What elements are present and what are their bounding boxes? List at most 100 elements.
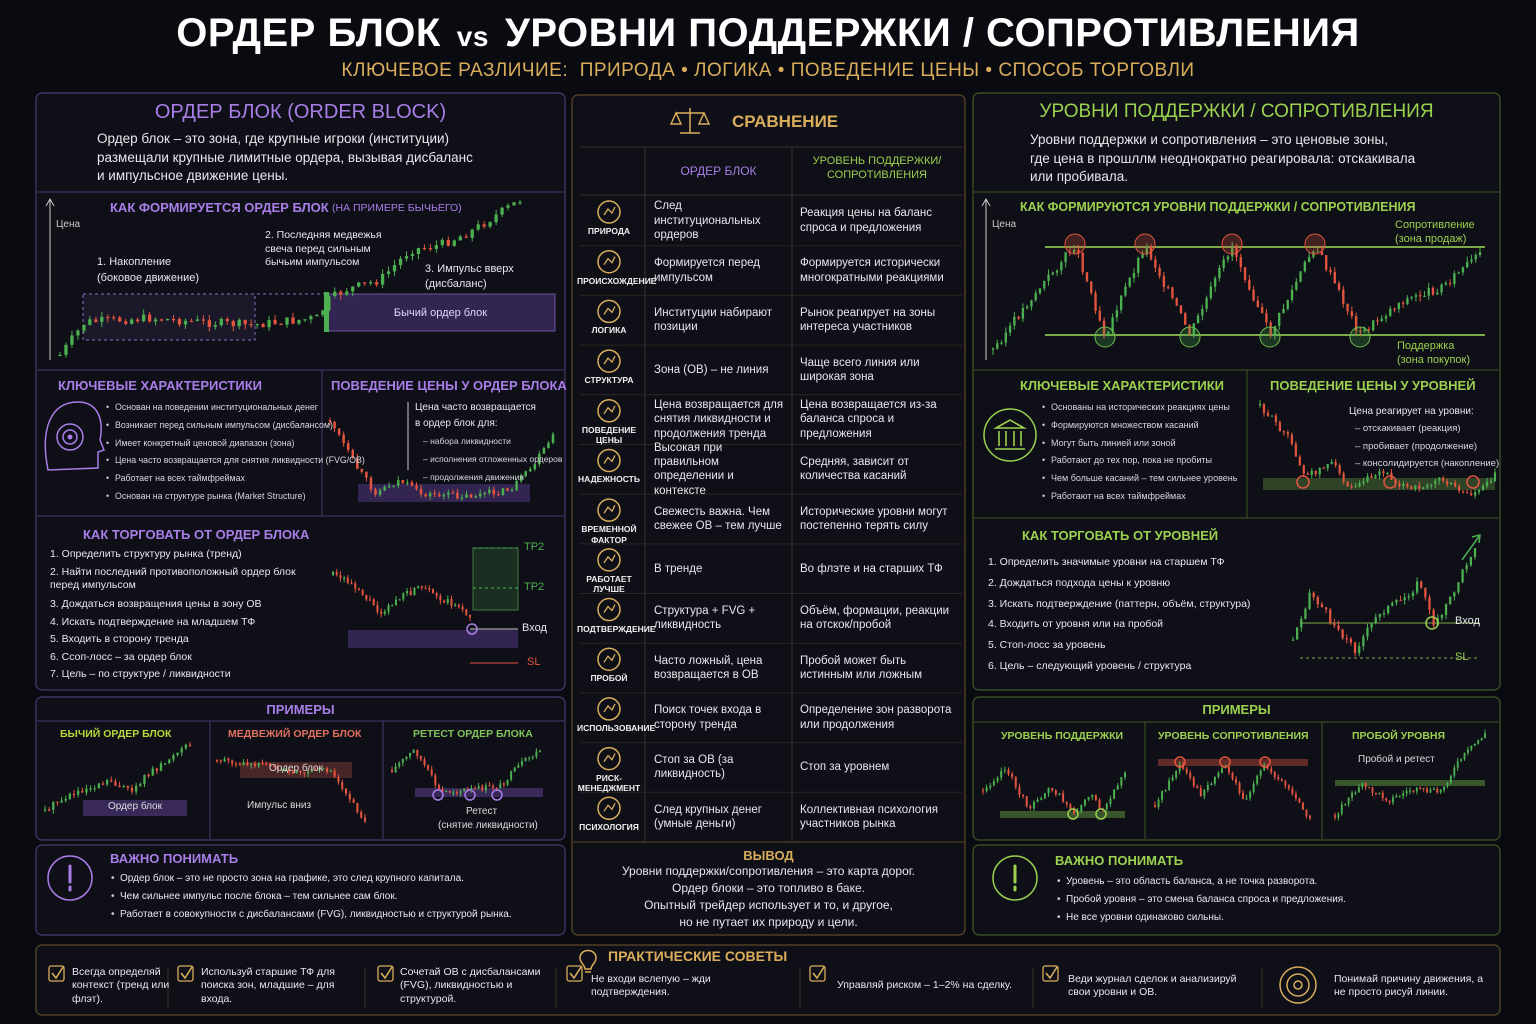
cell-level: Реакция цены на баланс спроса и предложе… <box>800 207 932 234</box>
candle-body <box>1026 306 1029 308</box>
section-title: ПРИМЕРЫ <box>266 702 335 717</box>
description-line: размещали крупные лимитные ордера, вызыв… <box>97 149 473 165</box>
candle-body <box>1386 605 1390 614</box>
candle-body <box>1460 759 1463 762</box>
candle-body <box>378 490 382 495</box>
candle-body <box>43 809 47 811</box>
candle-body <box>1376 320 1379 322</box>
section-note: (НА ПРИМЕРЕ БЫЧЬЕГО) <box>332 202 462 214</box>
candle-body <box>1098 310 1101 321</box>
chart-label: TP2 <box>524 541 545 553</box>
candle-body <box>151 768 154 776</box>
row-label: ПРОИСХОЖДЕНИЕ <box>577 275 657 286</box>
candle-body <box>488 489 491 493</box>
panel <box>972 92 1501 691</box>
candle-body <box>276 767 279 770</box>
candle-body <box>1485 481 1489 486</box>
touch-marker <box>1179 326 1201 348</box>
order-block-zone <box>83 800 187 816</box>
candle-body <box>1426 485 1429 488</box>
candle-body <box>1273 772 1276 778</box>
candle-body <box>452 240 456 246</box>
candle-body <box>272 766 275 768</box>
candle-body <box>1458 486 1461 491</box>
step: 4. Входить от уровня или на пробой <box>988 618 1164 631</box>
candle-body <box>1397 302 1401 309</box>
candle-body <box>164 763 167 765</box>
candle-body <box>1302 465 1305 474</box>
candle-body <box>1141 254 1144 258</box>
subtitle: КЛЮЧЕВОЕ РАЗЛИЧИЕ: ПРИРОДА • ЛОГИКА • ПО… <box>341 60 1195 81</box>
candle-body <box>1470 745 1473 750</box>
touch-marker <box>1259 756 1271 768</box>
candle-body <box>1164 789 1167 792</box>
candle-body <box>1252 289 1255 301</box>
candle-body <box>365 471 368 478</box>
candle-body <box>1258 404 1262 406</box>
candle-body <box>483 492 486 495</box>
candle-body <box>1409 790 1411 792</box>
candle-body <box>419 488 423 495</box>
candle-body <box>360 468 364 472</box>
candle-body <box>1349 638 1353 643</box>
candle-body <box>1337 283 1341 290</box>
row-icon-glyph <box>603 653 616 663</box>
row-icon-glyph <box>603 355 616 365</box>
candle-body <box>352 799 355 803</box>
candle-body <box>101 783 105 785</box>
bulb-icon <box>579 949 597 973</box>
candle-body <box>492 785 495 788</box>
example-title: УРОВЕНЬ ПОДДЕРЖКИ <box>1001 730 1124 742</box>
candle-body <box>1154 259 1157 268</box>
candle-body <box>1175 298 1178 306</box>
candle-body <box>374 489 377 495</box>
text-line: – пробивает (продолжение) <box>1355 440 1478 452</box>
candle-body <box>1350 486 1353 488</box>
candle-body <box>1415 581 1419 593</box>
candle-body <box>1116 785 1119 790</box>
cell-order-block: Высокая при правильном определении и кон… <box>654 441 734 497</box>
cell-level: Стоп за уровнем <box>800 761 890 774</box>
candle-body <box>318 768 321 770</box>
candle-body <box>422 248 427 250</box>
candle-body <box>1270 415 1274 417</box>
candle-body <box>1357 787 1360 793</box>
candle-body <box>1388 800 1391 803</box>
candle-body <box>1109 798 1112 804</box>
candle-body <box>1440 284 1443 293</box>
row-icon <box>597 498 621 522</box>
axis-arrow-head <box>981 197 991 207</box>
candle-body <box>1438 477 1441 481</box>
panel <box>972 696 1501 841</box>
cell-level: Рынок реагирует на зоны интереса участни… <box>800 306 936 334</box>
candle-body <box>171 318 176 321</box>
candle-body <box>238 764 241 766</box>
candle-body <box>1306 473 1309 476</box>
candle-body <box>184 744 187 749</box>
candle-body <box>82 324 86 331</box>
title-part: vs <box>456 21 489 52</box>
candle-body <box>520 761 523 766</box>
bullet-item: Пробой уровня – это смена баланса спроса… <box>1057 894 1346 907</box>
candle-body <box>1462 490 1465 493</box>
chart-label: бычьим импульсом <box>265 256 360 268</box>
candle-body <box>1058 793 1061 795</box>
candle-body <box>1480 737 1483 741</box>
conclusion-line: Ордер блоки – это топливо в баке. <box>672 881 865 895</box>
candle-body <box>56 801 59 804</box>
row-icon-glyph <box>603 703 616 713</box>
impulse-candle <box>324 292 329 332</box>
candle-body <box>333 770 336 777</box>
candle-body <box>64 799 67 801</box>
chart-label: (дисбаланс) <box>425 278 487 290</box>
candle-body <box>1120 777 1123 786</box>
step: 5. Входить в сторону тренда <box>50 633 189 645</box>
candle-body <box>420 586 423 588</box>
candle-body <box>981 790 985 792</box>
cell-level: Во флэте и на старших ТФ <box>800 562 943 575</box>
candle-body <box>1367 329 1371 331</box>
candle-body <box>1370 622 1373 628</box>
candle-body <box>386 271 391 274</box>
candle-body <box>1290 434 1293 444</box>
